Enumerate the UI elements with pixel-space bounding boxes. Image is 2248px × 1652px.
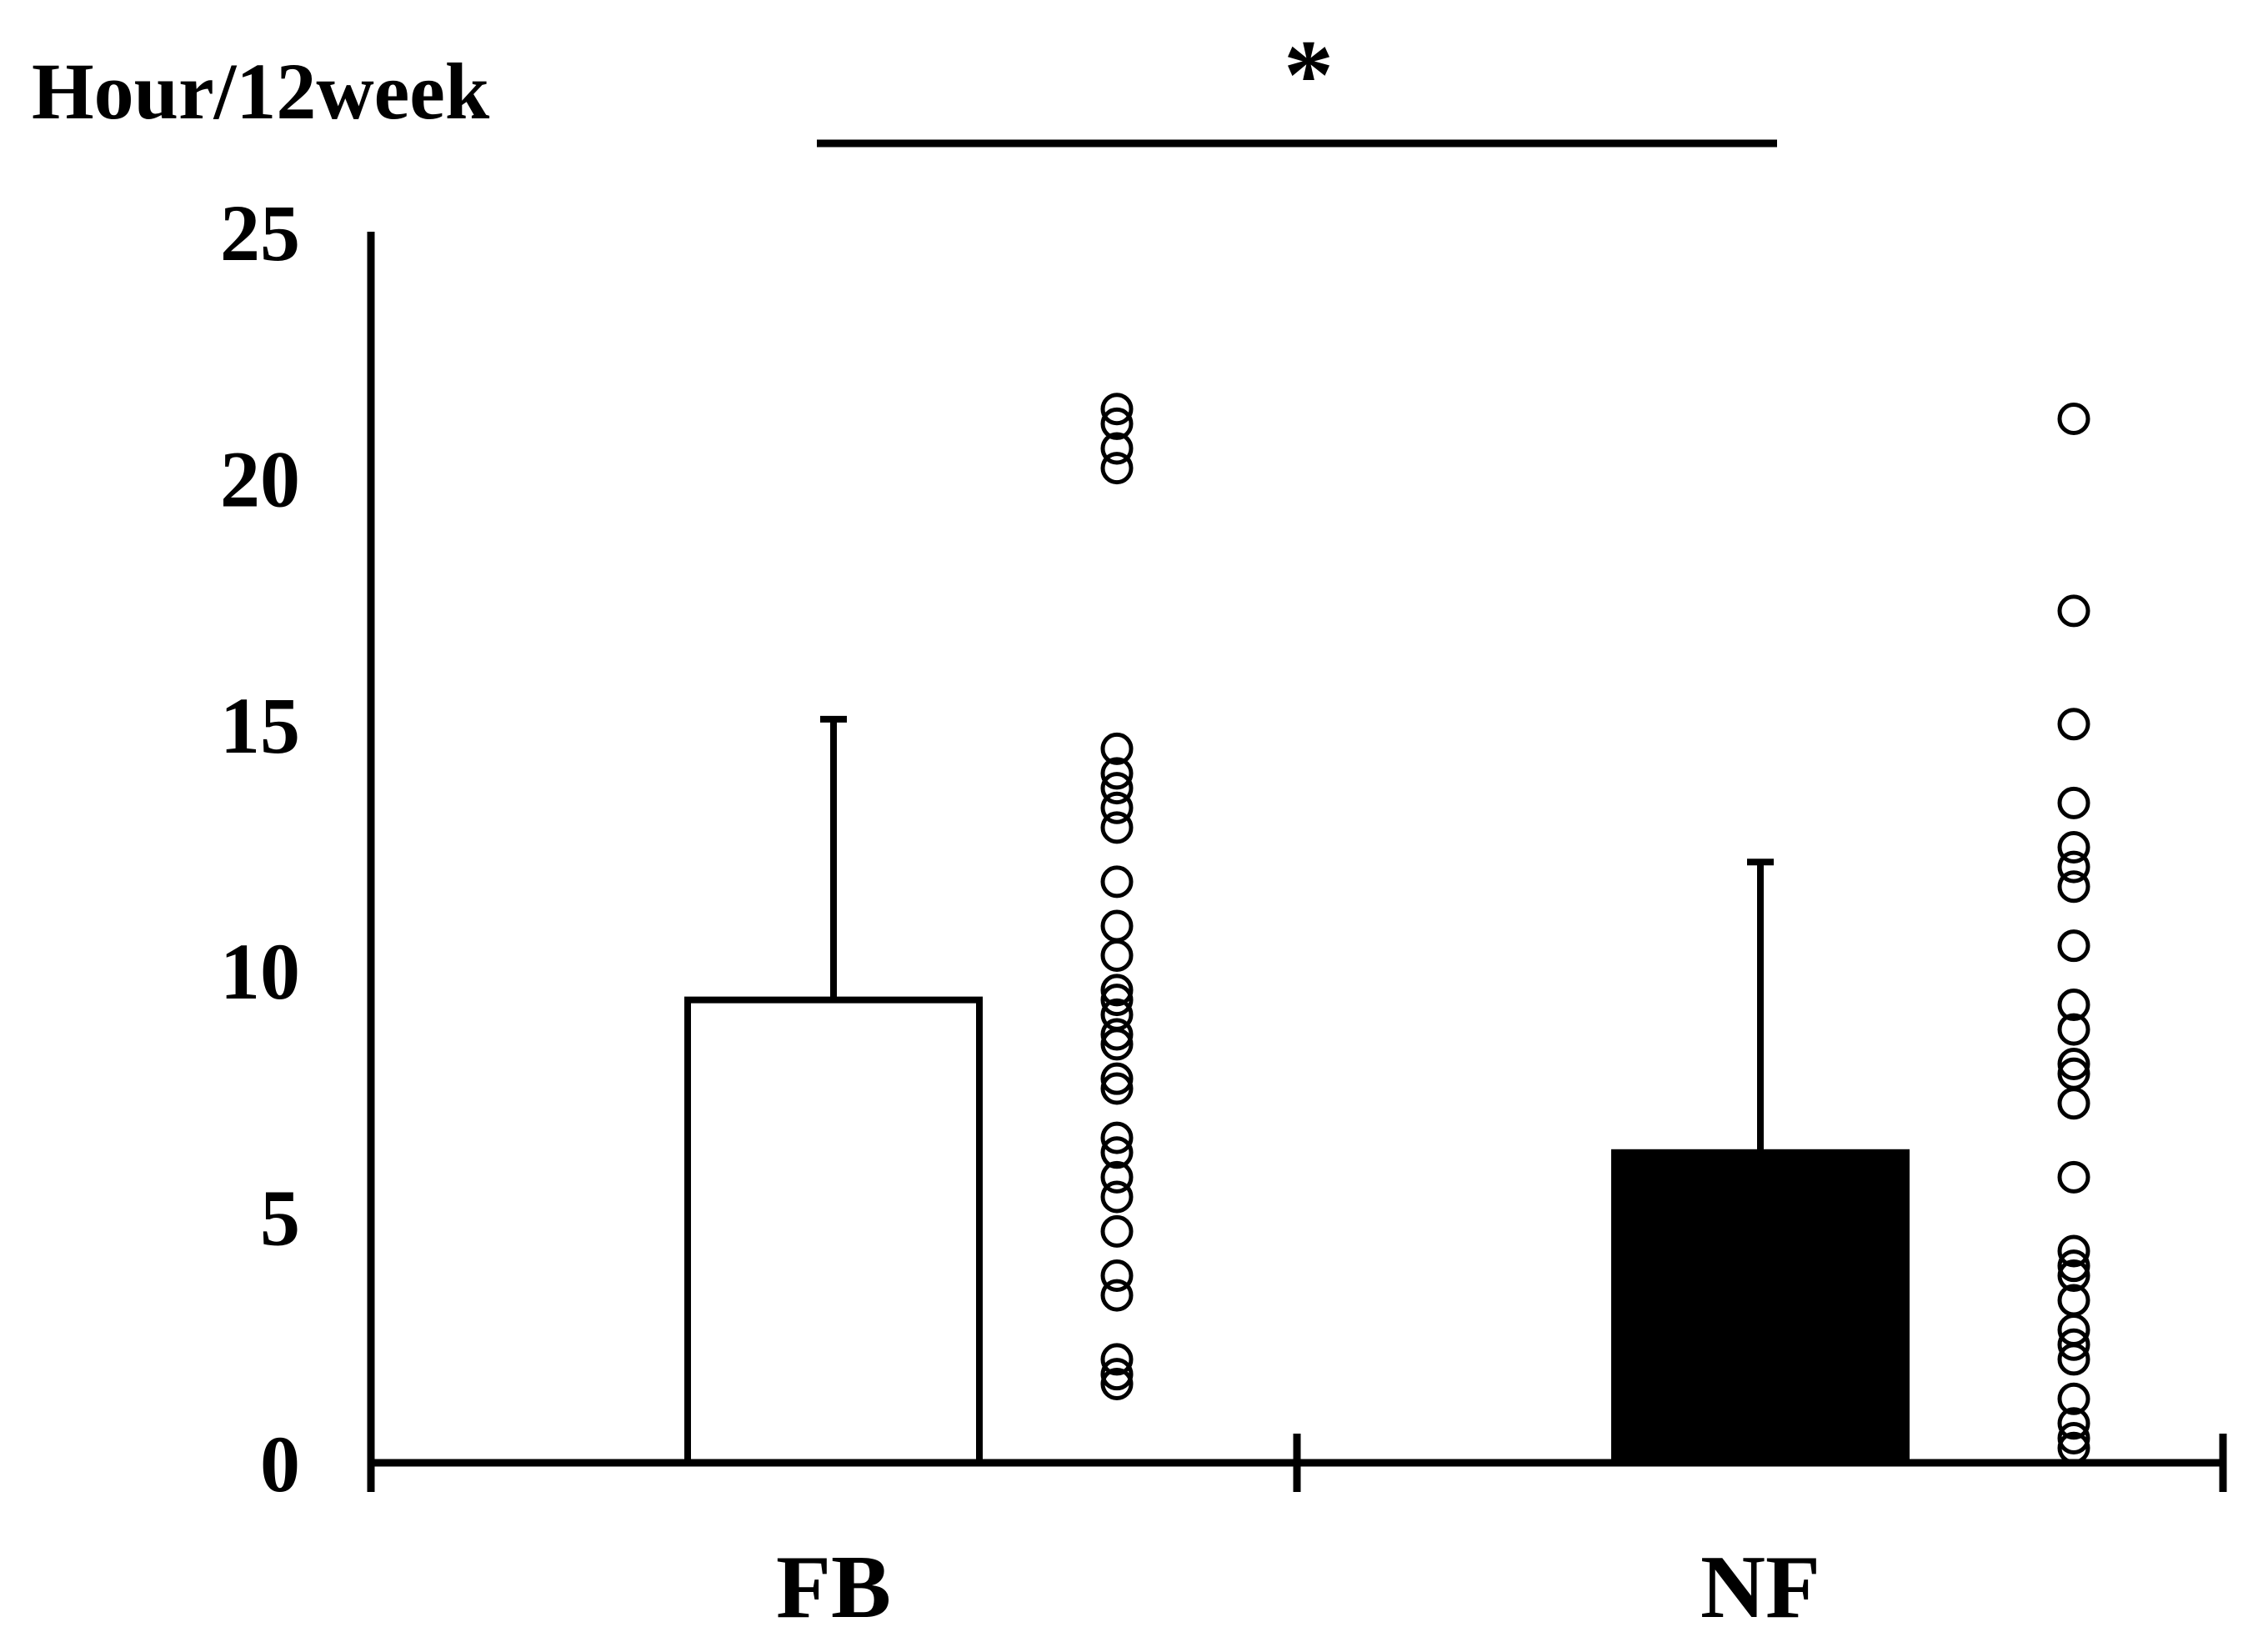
y-tick-label: 5: [260, 1174, 300, 1263]
x-tick-label-nf: NF: [1700, 1538, 1820, 1637]
data-point-nf: [2057, 786, 2090, 819]
data-point-fb: [1100, 407, 1134, 440]
y-axis-label: Hour/12week: [32, 47, 490, 136]
data-point-fb: [1100, 1214, 1134, 1248]
data-point-fb: [1100, 1279, 1134, 1312]
data-point-fb: [1100, 1121, 1134, 1154]
data-point-fb: [1100, 757, 1134, 790]
data-point-fb: [1100, 939, 1134, 972]
data-point-fb: [1100, 1180, 1134, 1214]
data-point-nf: [2057, 1160, 2090, 1194]
data-point-nf: [2057, 1407, 2090, 1440]
data-point-fb: [1100, 909, 1134, 943]
data-point-nf: [2057, 1087, 2090, 1120]
y-tick-label: 10: [220, 927, 300, 1016]
y-tick-label: 20: [220, 434, 300, 523]
data-point-nf: [2057, 1421, 2090, 1454]
data-point-fb: [1100, 811, 1134, 844]
data-point-fb: [1100, 1072, 1134, 1105]
data-point-fb: [1100, 1062, 1134, 1095]
data-point-nf: [2057, 1249, 2090, 1283]
data-point-fb: [1100, 1367, 1134, 1400]
data-point-nf: [2057, 594, 2090, 628]
data-point-nf: [2057, 1013, 2090, 1046]
data-point-fb: [1100, 984, 1134, 1017]
data-point-nf: [2057, 929, 2090, 963]
y-tick-label: 0: [260, 1419, 300, 1509]
data-point-nf: [2057, 989, 2090, 1022]
data-point-nf: [2057, 1382, 2090, 1415]
data-point-fb: [1100, 865, 1134, 899]
data-point-nf: [2057, 708, 2090, 741]
data-point-nf: [2057, 1259, 2090, 1292]
data-point-fb: [1100, 432, 1134, 465]
data-point-nf: [2057, 1343, 2090, 1376]
bar-fb: [684, 996, 983, 1466]
data-point-fb: [1100, 1358, 1134, 1391]
data-point-fb: [1100, 974, 1134, 1007]
data-point-fb: [1100, 1028, 1134, 1061]
data-point-nf: [2057, 831, 2090, 864]
data-point-fb: [1100, 1018, 1134, 1051]
data-point-fb: [1100, 1259, 1134, 1292]
data-point-fb: [1100, 1343, 1134, 1376]
data-point-fb: [1100, 772, 1134, 805]
data-point-nf: [2057, 1047, 2090, 1080]
data-point-fb: [1100, 393, 1134, 426]
data-point-fb: [1100, 732, 1134, 765]
y-tick-label: 25: [220, 188, 300, 278]
significance-marker: *: [1284, 19, 1334, 130]
y-tick-label: 15: [220, 681, 300, 770]
data-point-fb: [1100, 1160, 1134, 1194]
data-point-nf: [2057, 870, 2090, 904]
data-point-nf: [2057, 1431, 2090, 1464]
data-point-fb: [1100, 452, 1134, 485]
data-point-nf: [2057, 403, 2090, 436]
data-point-nf: [2057, 1328, 2090, 1361]
data-point-fb: [1100, 1136, 1134, 1169]
bar-nf: [1611, 1149, 1910, 1467]
data-point-nf: [2057, 1234, 2090, 1268]
data-point-fb: [1100, 791, 1134, 824]
x-tick-label-fb: FB: [776, 1538, 891, 1637]
data-point-nf: [2057, 850, 2090, 884]
